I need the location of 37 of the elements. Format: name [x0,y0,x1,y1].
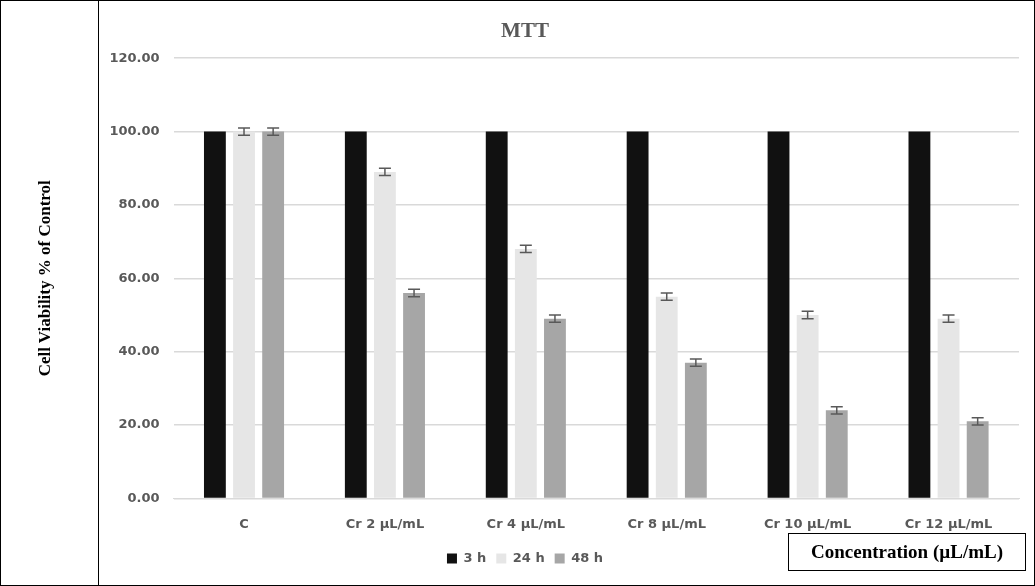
bar [655,296,678,498]
bar [344,131,367,498]
bar [514,248,537,498]
x-tick-label: Cr 4 µL/mL [486,515,566,531]
bar [262,131,285,498]
x-tick-label: Cr 2 µL/mL [345,515,425,531]
x-tick-label: Cr 10 µL/mL [763,515,852,531]
bar [233,131,255,498]
bar [626,131,649,498]
bar [767,131,790,498]
bar [403,292,425,498]
y-tick-label: 100.00 [109,122,160,138]
x-tick-label: Cr 12 µL/mL [904,515,993,531]
bar [544,318,566,498]
bar [937,318,960,498]
bar [203,131,226,498]
y-tick-label: 20.00 [118,416,160,432]
y-tick-label: 80.00 [118,196,160,212]
y-tick-label: 120.00 [109,49,160,65]
chart-title: MTT [501,18,549,43]
bar [485,131,508,498]
legend-label: 48 h [571,549,604,565]
bar [684,362,707,498]
y-tick-label: 60.00 [118,269,160,285]
bar [796,314,819,498]
x-tick-label: C [239,515,249,531]
legend-label: 24 h [512,549,545,565]
x-tick-label: Cr 8 µL/mL [627,515,706,531]
y-tick-label: 40.00 [118,343,160,359]
y-tick-label: 0.00 [127,489,160,505]
bar [374,171,396,498]
bar [825,410,848,498]
x-axis-title: Concentration (µL/mL) [788,533,1026,571]
y-axis-title: Cell Viability % of Control [34,179,54,377]
bar [966,421,989,498]
bar [908,131,931,498]
legend-label: 3 h [463,549,487,565]
